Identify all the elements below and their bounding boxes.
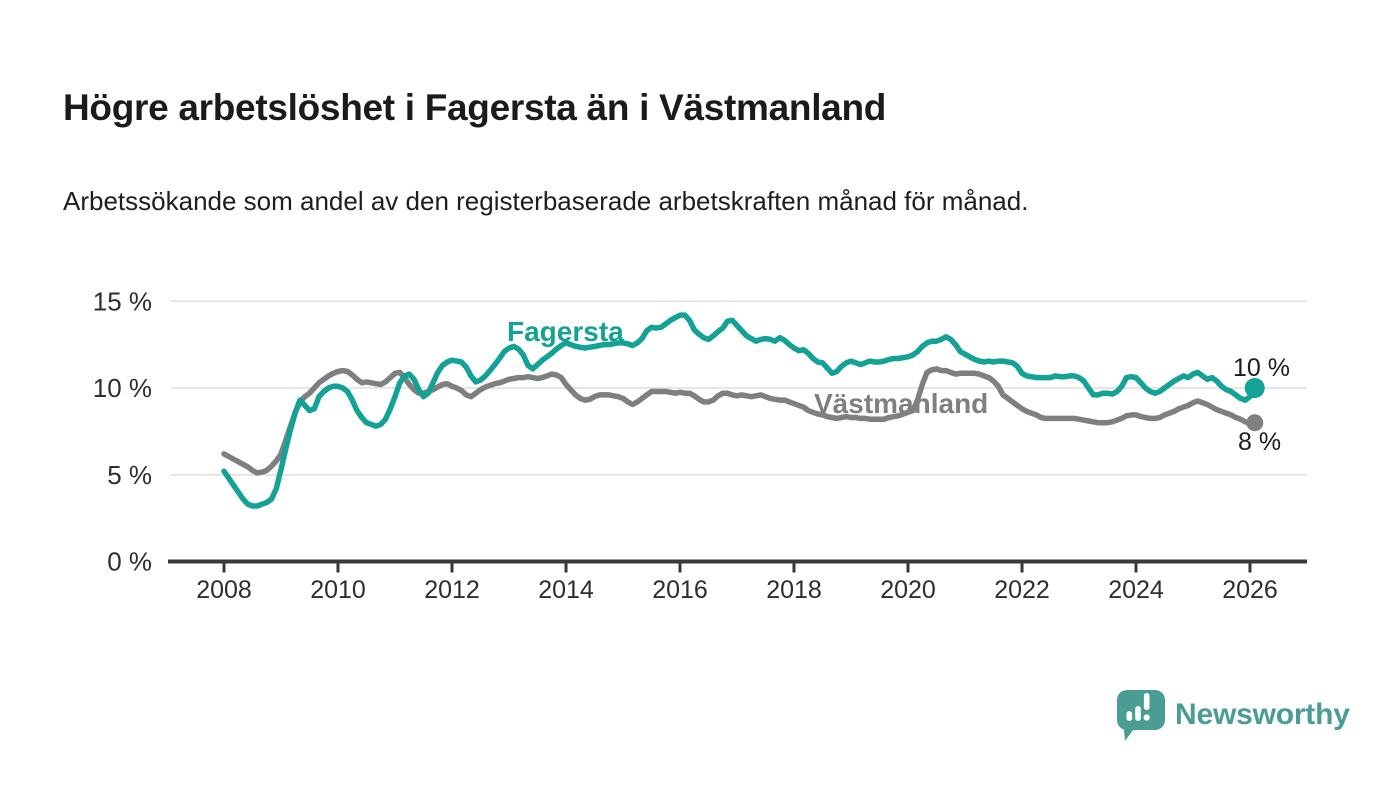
series-label-fagersta: Fagersta <box>507 316 624 347</box>
x-tick-label: 2016 <box>652 576 708 604</box>
end-value-label-västmanland: 8 % <box>1238 428 1281 456</box>
end-dot-västmanland <box>1246 414 1264 432</box>
page-subtitle: Arbetssökande som andel av den registerb… <box>63 186 1029 216</box>
series-lines: Västmanland 8 % Fagersta 10 % <box>221 312 1290 509</box>
bar-short <box>1126 711 1133 721</box>
end-value-label-fagersta: 10 % <box>1233 354 1290 382</box>
line-fagersta <box>221 312 1258 509</box>
x-tick-label: 2026 <box>1222 576 1278 604</box>
x-tick-label: 2022 <box>994 576 1050 604</box>
y-tick-label: 15 % <box>93 286 152 316</box>
newsworthy-logo: Newsworthy <box>1116 686 1350 744</box>
x-tick-label: 2014 <box>538 576 594 604</box>
newsworthy-chart-bubble-icon <box>1116 690 1165 741</box>
y-tick-label: 5 % <box>107 460 152 490</box>
page-title: Högre arbetslöshet i Fagersta än i Västm… <box>63 86 887 128</box>
newsworthy-logo-text: Newsworthy <box>1175 698 1350 731</box>
line-västmanland <box>221 366 1258 476</box>
x-tick-label: 2012 <box>424 576 480 604</box>
x-tick-label: 2008 <box>196 576 252 604</box>
exclamation-bar <box>1143 693 1150 710</box>
y-tick-label: 10 % <box>93 373 152 403</box>
exclamation-dot <box>1143 714 1150 721</box>
axis-labels: 2008 2010 2012 2014 2016 2018 2020 2022 2024 2026… <box>93 286 1278 604</box>
x-tick-label: 2020 <box>880 576 936 604</box>
end-dot-fagersta <box>1244 378 1265 398</box>
bar-tall <box>1135 706 1141 721</box>
x-tick-label: 2024 <box>1108 576 1164 604</box>
x-tick-label: 2010 <box>310 576 366 604</box>
y-tick-label: 0 % <box>107 547 152 577</box>
series-label-västmanland: Västmanland <box>814 388 988 419</box>
x-tick-label: 2018 <box>766 576 822 604</box>
x-axis <box>168 559 1307 573</box>
